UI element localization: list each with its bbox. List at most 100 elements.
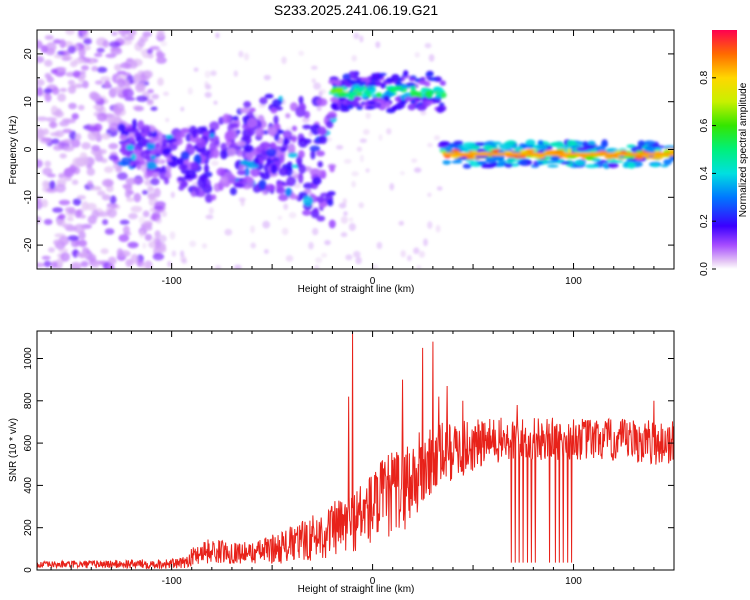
heatmap-cell bbox=[340, 216, 348, 224]
heatmap-cell bbox=[100, 248, 109, 255]
heatmap-cell bbox=[285, 113, 291, 119]
heatmap-cell bbox=[171, 250, 177, 257]
heatmap-cell bbox=[192, 129, 198, 139]
heatmap-cell bbox=[287, 152, 298, 158]
y-tick-label: -20 bbox=[23, 237, 34, 252]
heatmap-cell bbox=[130, 253, 139, 264]
heatmap-cell bbox=[312, 176, 322, 185]
heatmap-cell bbox=[327, 111, 337, 119]
heatmap-cell bbox=[163, 177, 170, 185]
heatmap-cell bbox=[44, 35, 54, 40]
heatmap-cell bbox=[477, 148, 486, 152]
heatmap-cell bbox=[131, 153, 137, 161]
heatmap-cell bbox=[536, 144, 549, 150]
heatmap-cell bbox=[407, 255, 412, 262]
heatmap-cell bbox=[245, 151, 255, 161]
heatmap-cell bbox=[190, 190, 197, 198]
heatmap-cell bbox=[204, 70, 211, 79]
heatmap-cell bbox=[317, 161, 324, 168]
heatmap-cell bbox=[233, 183, 244, 188]
heatmap-cell bbox=[517, 161, 528, 166]
heatmap-cell bbox=[375, 92, 383, 98]
heatmap-cell bbox=[87, 130, 99, 141]
heatmap-cell bbox=[389, 86, 398, 93]
heatmap-cell bbox=[69, 130, 77, 141]
heatmap-cell bbox=[433, 86, 443, 92]
heatmap-cell bbox=[40, 45, 48, 53]
heatmap-cell bbox=[319, 171, 327, 179]
heatmap-cell bbox=[282, 130, 293, 140]
heatmap-cell bbox=[330, 103, 338, 110]
heatmap-cell bbox=[330, 96, 339, 103]
snr-y-ticks: 0 200 400 600 800 1000 bbox=[23, 347, 674, 573]
heatmap-cell bbox=[108, 123, 121, 131]
heatmap-cell bbox=[311, 78, 317, 84]
heatmap-cell bbox=[651, 163, 660, 168]
heatmap-cell bbox=[180, 151, 190, 160]
heatmap-cell bbox=[57, 66, 67, 72]
heatmap-cell bbox=[37, 55, 45, 64]
heatmap-cell bbox=[78, 239, 88, 248]
snr-frame bbox=[36, 330, 675, 571]
heatmap-cell bbox=[436, 106, 445, 113]
heatmap-cell bbox=[59, 120, 70, 127]
heatmap-cell bbox=[436, 186, 443, 191]
heatmap-cell bbox=[413, 247, 420, 255]
x-tick-label: -100 bbox=[162, 276, 182, 287]
heatmap-cell bbox=[43, 260, 52, 268]
heatmap-cell bbox=[113, 63, 122, 71]
heatmap-cell bbox=[504, 144, 516, 148]
heatmap-cell bbox=[144, 260, 153, 269]
heatmap-cell bbox=[119, 134, 128, 141]
heatmap-cell bbox=[109, 41, 121, 48]
heatmap-cell bbox=[41, 137, 52, 142]
heatmap-cell bbox=[63, 167, 75, 178]
heatmap-cell bbox=[262, 220, 271, 229]
snr-panel: -100 0 100 0 200 400 600 800 1000 Height of str… bbox=[8, 330, 675, 595]
heatmap-cell bbox=[374, 97, 383, 102]
heatmap-cell bbox=[248, 107, 256, 113]
colorbar-gradient bbox=[712, 30, 737, 269]
heatmap-cell bbox=[176, 176, 187, 182]
heatmap-cell bbox=[420, 110, 427, 116]
heatmap-cell bbox=[525, 139, 536, 146]
heatmap-cell bbox=[423, 238, 428, 247]
colorbar-tick-label: 0.8 bbox=[699, 70, 710, 84]
heatmap-cell bbox=[400, 99, 406, 105]
heatmap-cell bbox=[41, 199, 49, 208]
heatmap-cell bbox=[442, 159, 451, 165]
heatmap-cell bbox=[246, 117, 258, 128]
heatmap-cell bbox=[91, 209, 100, 220]
heatmap-cell bbox=[584, 155, 596, 161]
heatmap-cell bbox=[461, 145, 472, 153]
y-tick-label: 400 bbox=[23, 477, 34, 494]
heatmap-cell bbox=[351, 171, 359, 177]
heatmap-cell bbox=[140, 150, 151, 159]
heatmap-cell bbox=[108, 142, 119, 150]
y-tick-label: 0 bbox=[23, 146, 34, 152]
heatmap-cell bbox=[414, 52, 421, 58]
heatmap-cell bbox=[143, 75, 149, 84]
heatmap-cell bbox=[504, 163, 513, 168]
heatmap-cell bbox=[287, 143, 296, 155]
y-tick-label: 200 bbox=[23, 519, 34, 536]
heatmap-cell bbox=[205, 214, 214, 220]
heatmap-cell bbox=[190, 161, 200, 171]
heatmap-cell bbox=[324, 240, 331, 246]
heatmap-cell bbox=[74, 209, 82, 219]
heatmap-cell bbox=[78, 47, 86, 58]
heatmap-cell bbox=[127, 241, 139, 249]
heatmap-cell bbox=[167, 260, 172, 268]
heatmap-cell bbox=[435, 91, 442, 97]
heatmap-cell bbox=[272, 98, 282, 107]
heatmap-cell bbox=[545, 149, 556, 154]
heatmap-cell bbox=[669, 155, 674, 162]
heatmap-cell bbox=[585, 164, 599, 169]
heatmap-cell bbox=[451, 160, 463, 164]
heatmap-cell bbox=[219, 175, 229, 185]
heatmap-cell bbox=[261, 150, 267, 161]
heatmap-cell bbox=[63, 176, 72, 182]
heatmap-cell bbox=[55, 108, 62, 116]
heatmap-cell bbox=[414, 96, 422, 102]
